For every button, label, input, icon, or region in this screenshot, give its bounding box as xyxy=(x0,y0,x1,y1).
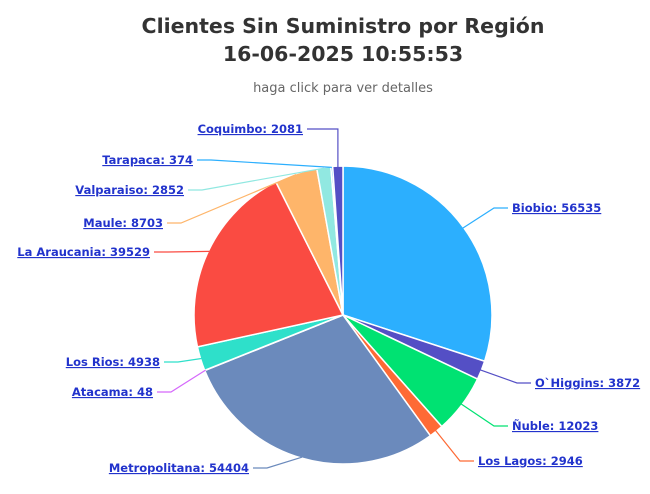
slice-label-o-higgins[interactable]: O`Higgins: 3872 xyxy=(535,376,640,390)
connector-o-higgins xyxy=(480,369,531,384)
connector-los-lagos xyxy=(435,430,474,462)
slice-label-la-araucania[interactable]: La Araucania: 39529 xyxy=(17,245,150,259)
slice-label-biobio[interactable]: Biobio: 56535 xyxy=(512,201,601,215)
slice-label-ñuble[interactable]: Ñuble: 12023 xyxy=(512,418,598,433)
slice-label-coquimbo[interactable]: Coquimbo: 2081 xyxy=(198,122,303,136)
connector-biobio xyxy=(462,207,508,229)
chart-title-line2: 16-06-2025 10:55:53 xyxy=(223,42,463,66)
slice-label-tarapaca[interactable]: Tarapaca: 374 xyxy=(102,153,193,167)
connector-atacama xyxy=(157,369,206,393)
connector-maule xyxy=(167,174,297,224)
slice-label-valparaiso[interactable]: Valparaiso: 2852 xyxy=(75,183,184,197)
pie-slices xyxy=(193,165,493,465)
connector-los-rios xyxy=(164,357,202,363)
chart-title-line1: Clientes Sin Suministro por Región xyxy=(142,14,545,38)
chart-subtitle: haga click para ver detalles xyxy=(253,81,433,96)
slice-label-los-lagos[interactable]: Los Lagos: 2946 xyxy=(478,454,583,468)
slice-label-maule[interactable]: Maule: 8703 xyxy=(83,216,163,230)
connector-valparaiso xyxy=(188,167,325,191)
pie-slice-metropolitana[interactable] xyxy=(203,314,432,465)
connector-ñuble xyxy=(460,403,508,427)
connector-coquimbo xyxy=(307,128,339,168)
slice-label-metropolitana[interactable]: Metropolitana: 54404 xyxy=(109,461,249,475)
connector-metropolitana xyxy=(253,456,303,469)
slice-label-atacama[interactable]: Atacama: 48 xyxy=(72,385,153,399)
label-connectors xyxy=(154,128,531,469)
connector-tarapaca xyxy=(197,159,332,168)
slice-labels: Biobio: 56535 O`Higgins: 3872 Ñuble: 12023… xyxy=(17,122,640,475)
slice-label-los-rios[interactable]: Los Rios: 4938 xyxy=(66,355,160,369)
connector-la-araucania xyxy=(154,250,210,253)
